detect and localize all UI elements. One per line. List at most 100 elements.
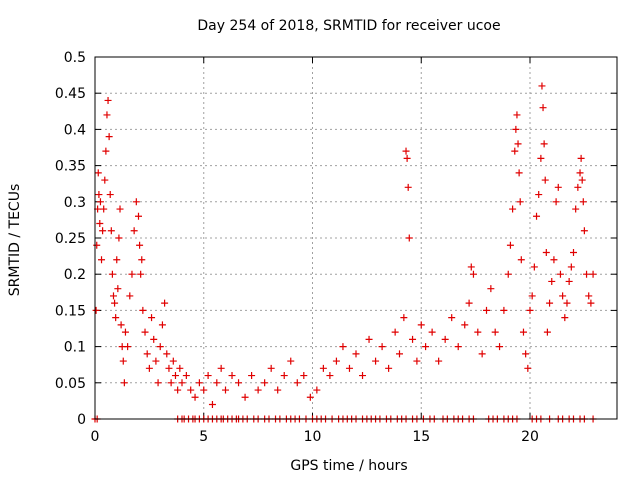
data-point	[550, 256, 558, 264]
data-points	[91, 82, 597, 423]
y-tick-label: 0.2	[64, 267, 86, 283]
data-point	[169, 357, 177, 365]
x-tick-label: 10	[304, 429, 322, 445]
data-point	[138, 256, 146, 264]
data-point	[96, 220, 104, 228]
y-tick-label: 0.5	[64, 50, 86, 66]
data-point	[572, 205, 580, 213]
x-axis-label: GPS time / hours	[290, 458, 407, 474]
data-point	[108, 270, 116, 278]
data-point	[469, 270, 477, 278]
data-point	[454, 343, 462, 351]
data-point	[465, 299, 473, 307]
data-point	[506, 241, 514, 249]
data-point	[178, 379, 186, 387]
data-point	[500, 306, 508, 314]
data-point	[539, 104, 547, 112]
data-point	[106, 191, 114, 199]
data-point	[267, 364, 275, 372]
data-point	[391, 328, 399, 336]
data-point	[154, 379, 162, 387]
data-point	[526, 306, 534, 314]
data-point	[524, 364, 532, 372]
data-point	[519, 328, 527, 336]
data-point	[413, 357, 421, 365]
data-point	[280, 372, 288, 380]
y-tick-label: 0	[77, 412, 86, 428]
y-tick-label: 0.3	[64, 195, 86, 211]
data-point	[528, 292, 536, 300]
data-point	[570, 248, 577, 256]
data-point	[163, 350, 171, 358]
y-tick-label: 0.45	[55, 86, 86, 102]
data-point	[158, 321, 166, 329]
data-point	[165, 364, 173, 372]
data-point	[93, 241, 101, 249]
data-point	[104, 96, 112, 104]
data-point	[99, 227, 107, 235]
data-point	[417, 321, 425, 329]
y-tick-label: 0.05	[55, 376, 86, 392]
y-tick-label: 0.35	[55, 159, 86, 175]
data-point	[422, 343, 430, 351]
data-point	[217, 364, 225, 372]
data-point	[113, 256, 121, 264]
data-point	[339, 343, 347, 351]
data-point	[428, 328, 436, 336]
data-point	[533, 212, 541, 220]
data-point	[195, 379, 203, 387]
data-point	[405, 234, 413, 242]
data-point	[491, 328, 499, 336]
data-point	[541, 176, 549, 184]
data-point	[565, 277, 573, 285]
data-point	[213, 379, 221, 387]
data-point	[145, 364, 153, 372]
data-point	[559, 292, 567, 300]
data-point	[103, 111, 111, 119]
data-point	[95, 191, 103, 199]
data-point	[94, 169, 102, 177]
data-point	[474, 328, 482, 336]
data-point	[191, 393, 199, 401]
data-point	[487, 285, 495, 293]
data-point	[396, 350, 403, 358]
data-point	[112, 314, 120, 322]
data-point	[174, 386, 182, 394]
data-point	[187, 386, 195, 394]
data-point	[326, 372, 334, 380]
data-point	[372, 357, 380, 365]
data-point	[515, 169, 523, 177]
data-point	[543, 328, 551, 336]
data-point	[461, 321, 469, 329]
y-tick-label: 0.25	[55, 231, 86, 247]
x-tick-label: 0	[91, 429, 100, 445]
data-point	[135, 212, 142, 220]
data-point	[359, 372, 367, 380]
data-point	[467, 263, 475, 271]
data-point	[306, 393, 314, 401]
data-point	[156, 343, 164, 351]
data-point	[511, 147, 519, 155]
data-point	[137, 270, 145, 278]
data-point	[513, 111, 521, 119]
data-point	[561, 314, 569, 322]
data-point	[400, 314, 408, 322]
data-point	[385, 364, 393, 372]
data-point	[116, 205, 124, 213]
data-point	[96, 198, 104, 206]
data-point	[578, 176, 586, 184]
data-point	[148, 314, 156, 322]
plot-frame	[94, 56, 618, 420]
data-point	[332, 357, 340, 365]
data-point	[576, 169, 584, 177]
data-point	[546, 299, 554, 307]
data-point	[109, 292, 117, 300]
x-tick-label: 15	[412, 429, 430, 445]
data-point	[552, 198, 560, 206]
data-point	[241, 393, 249, 401]
data-point	[171, 372, 179, 380]
data-point	[554, 183, 562, 191]
data-point	[585, 292, 593, 300]
data-point	[150, 335, 158, 343]
data-point	[101, 176, 109, 184]
